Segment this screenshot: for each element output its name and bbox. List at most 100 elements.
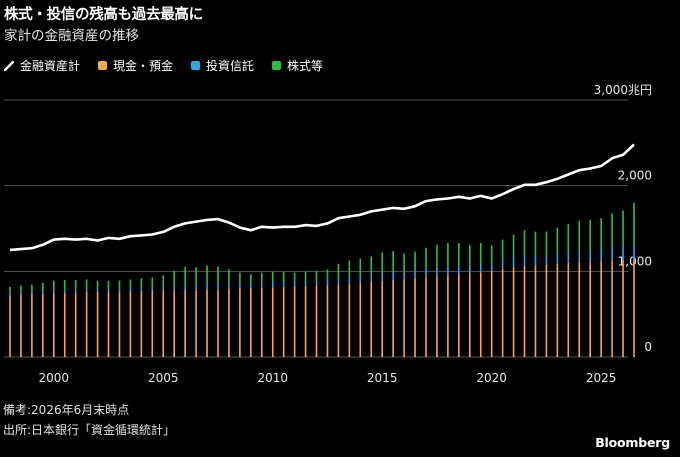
bar-trust	[42, 290, 44, 294]
bar-cash	[479, 272, 482, 357]
bar-trust	[250, 282, 252, 289]
bar-stocks	[293, 272, 296, 282]
bar-cash	[392, 279, 394, 357]
bar-trust	[458, 265, 460, 274]
bar-trust	[282, 281, 285, 287]
bar-trust	[381, 273, 384, 281]
bar-cash	[9, 295, 11, 357]
bar-stocks	[337, 263, 340, 279]
bar-stocks	[490, 245, 493, 263]
bar-cash	[162, 290, 165, 357]
bar-cash	[151, 290, 154, 357]
bar-trust	[184, 284, 186, 291]
x-tick-label: 2010	[257, 371, 288, 385]
bar-stocks	[523, 230, 526, 256]
bar-stocks	[348, 260, 351, 277]
square-swatch-icon	[191, 61, 201, 70]
bar-stocks	[359, 258, 362, 276]
bar-cash	[173, 290, 176, 357]
line-swatch-icon	[4, 60, 14, 71]
bar-trust	[31, 291, 33, 295]
bar-cash	[326, 285, 329, 357]
bar-cash	[63, 292, 66, 357]
bar-trust	[151, 287, 154, 291]
bar-stocks	[534, 231, 537, 256]
bar-cash	[140, 290, 143, 357]
bar-cash	[107, 291, 110, 357]
legend-label-total: 金融資産計	[20, 59, 81, 73]
footnote: 備考:2026年6月末時点	[3, 403, 130, 417]
legend-label-stocks: 株式等	[287, 59, 324, 73]
bar-trust	[578, 250, 581, 262]
bar-cash	[271, 287, 274, 357]
bar-trust	[162, 286, 165, 291]
bar-trust	[479, 263, 482, 273]
bar-stocks	[468, 245, 471, 265]
bar-stocks	[633, 202, 635, 246]
bar-stocks	[129, 279, 132, 289]
bar-cash	[589, 261, 592, 357]
bar-trust	[337, 278, 340, 285]
bar-trust	[118, 288, 121, 292]
bar-cash	[567, 262, 570, 357]
bar-cash	[304, 285, 307, 357]
bar-cash	[545, 264, 548, 357]
bar-trust	[622, 246, 624, 261]
bar-cash	[206, 289, 208, 357]
bar-cash	[436, 276, 438, 357]
bar-cash	[633, 260, 635, 357]
legend-item-total: 金融資産計	[4, 57, 80, 74]
total-assets-line	[9, 143, 635, 252]
bar-trust	[107, 288, 110, 292]
bar-trust	[74, 289, 77, 293]
bar-trust	[239, 282, 241, 289]
bar-trust	[501, 260, 504, 269]
bar-trust	[567, 252, 570, 263]
bar-trust	[468, 264, 471, 274]
bar-cash	[622, 260, 624, 357]
bar-cash	[129, 291, 132, 357]
bar-trust	[359, 275, 362, 283]
bar-cash	[282, 286, 285, 357]
bar-stocks	[260, 272, 263, 283]
bar-cash	[512, 267, 515, 357]
bar-trust	[206, 283, 208, 290]
bar-cash	[239, 288, 241, 357]
bloomberg-logo: Bloomberg	[595, 435, 670, 450]
bar-trust	[129, 288, 132, 292]
bar-stocks	[622, 210, 624, 247]
bar-stocks	[140, 278, 143, 288]
bar-trust	[96, 288, 99, 292]
bar-trust	[315, 280, 318, 286]
bar-trust	[140, 287, 143, 291]
x-tick-label: 2025	[586, 371, 617, 385]
bar-stocks	[589, 219, 592, 250]
bar-stocks	[20, 285, 22, 292]
bar-stocks	[567, 223, 570, 253]
bar-stocks	[304, 271, 307, 281]
legend-item-cash: 現金・預金	[98, 57, 173, 74]
bar-trust	[589, 249, 592, 262]
y-tick-label: 0	[644, 340, 652, 354]
bar-trust	[20, 291, 22, 295]
chart-title: 株式・投信の残高も過去最高に	[4, 7, 203, 23]
bar-cash	[31, 294, 33, 357]
bar-stocks	[118, 280, 121, 289]
bar-stocks	[403, 253, 405, 272]
legend-label-cash: 現金・預金	[113, 59, 174, 73]
bar-cash	[501, 268, 504, 357]
bar-trust	[414, 270, 416, 279]
bar-cash	[337, 284, 340, 357]
bar-stocks	[392, 251, 394, 272]
bar-stocks	[545, 231, 548, 255]
bar-cash	[184, 290, 186, 357]
bar-stocks	[271, 271, 274, 282]
bar-trust	[260, 282, 263, 288]
bar-cash	[20, 294, 22, 357]
bar-stocks	[458, 243, 460, 266]
bar-trust	[633, 245, 635, 261]
bar-trust	[523, 255, 526, 267]
bar-trust	[85, 288, 88, 292]
bar-cash	[315, 285, 318, 357]
bar-stocks	[370, 256, 373, 275]
